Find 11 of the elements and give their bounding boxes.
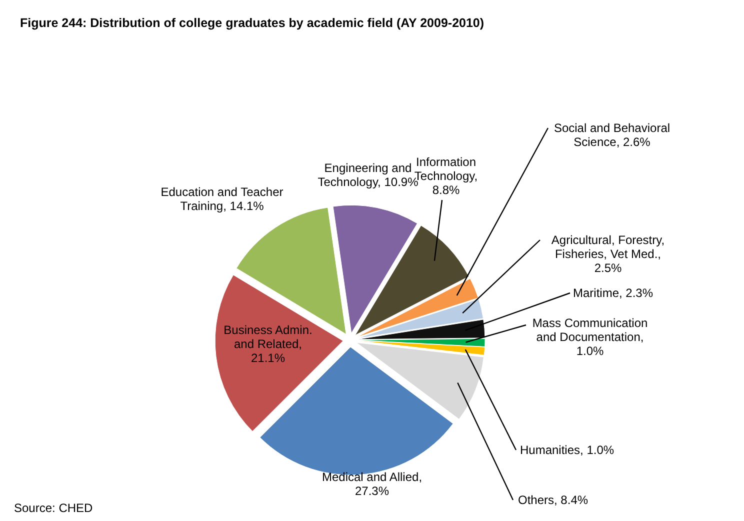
slice-label: Others, 8.4% (518, 493, 588, 507)
slice-label: Medical and Allied, 27.3% (322, 470, 422, 498)
slice-label: Social and Behavioral Science, 2.6% (554, 121, 670, 149)
slice-label: Business Admin. and Related, 21.1% (224, 323, 312, 365)
slice-label: Maritime, 2.3% (573, 286, 654, 300)
chart-title: Figure 244: Distribution of college graduates by academic field (AY 2009-2010) (20, 16, 484, 30)
slice-label: Humanities, 1.0% (520, 443, 614, 457)
source-note: Source: CHED (14, 501, 94, 515)
slice-label: Mass Communication and Documentation, 1.0% (532, 316, 648, 358)
slice-label: Education and Teacher Training, 14.1% (160, 185, 284, 213)
slice-label: Agricultural, Forestry, Fisheries, Vet Med., 2.5% (551, 233, 665, 275)
